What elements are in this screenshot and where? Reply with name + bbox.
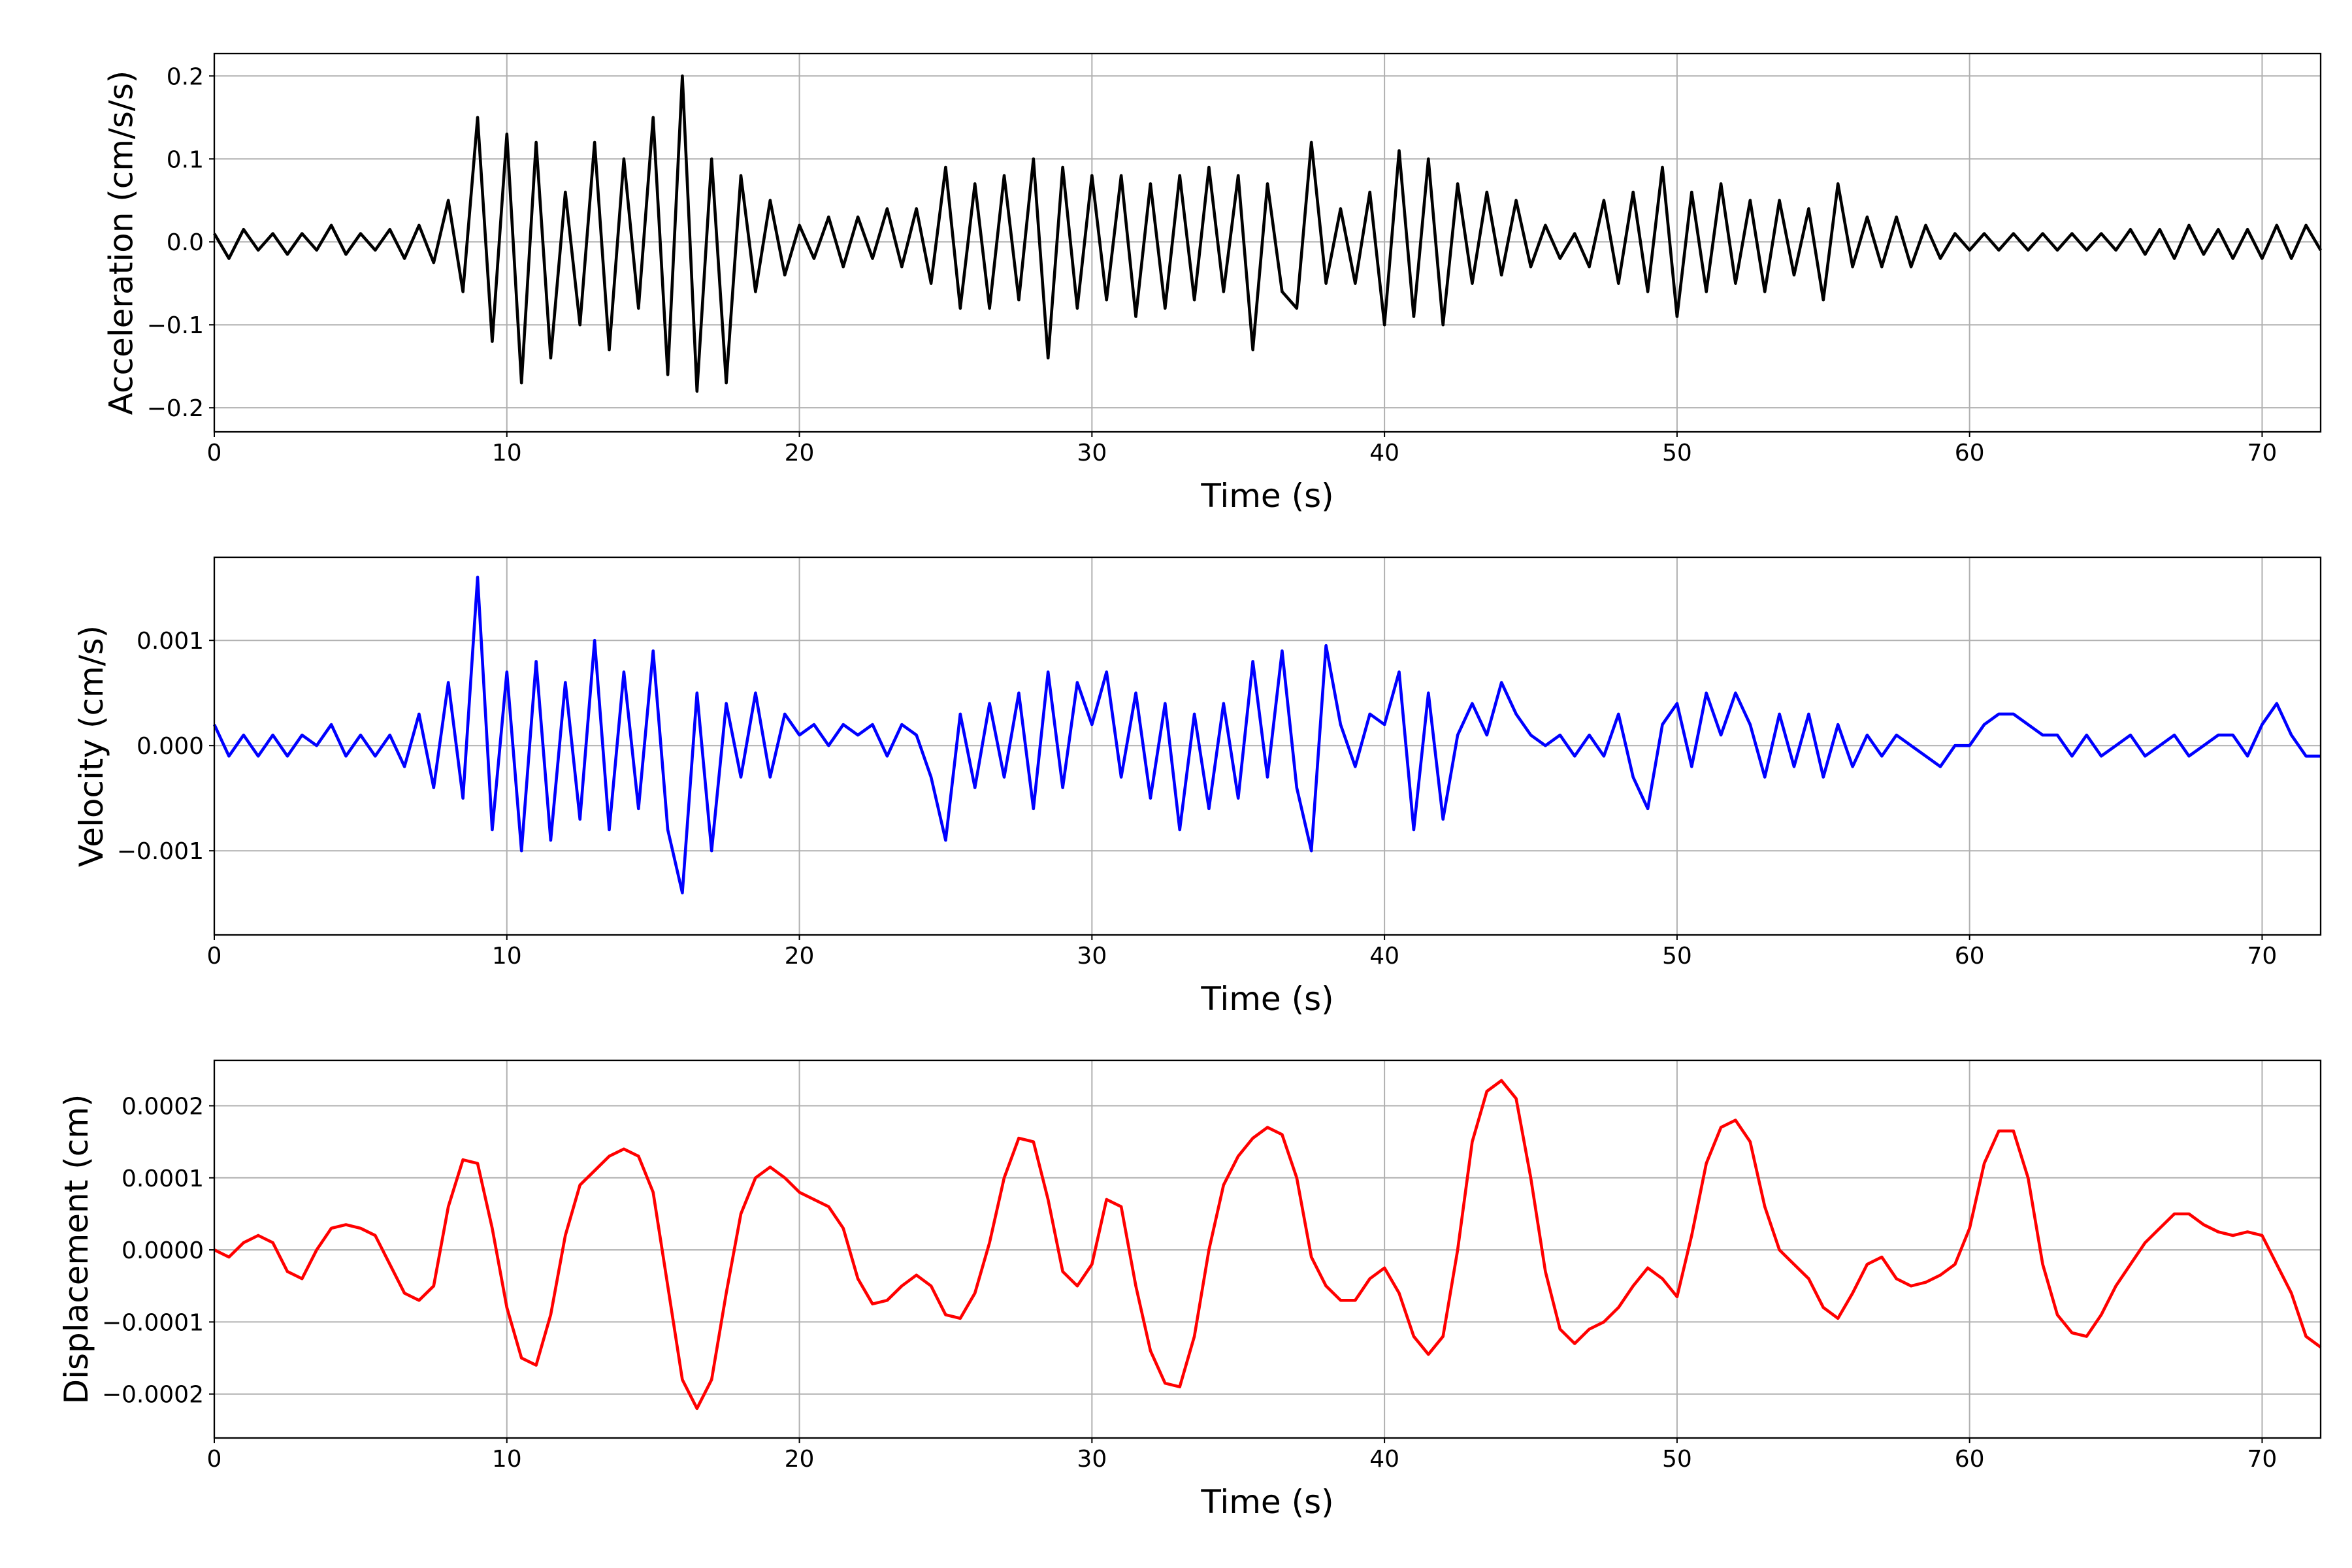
y-axis-label: Velocity (cm/s) bbox=[73, 625, 110, 867]
x-tick-label: 50 bbox=[1662, 1446, 1692, 1473]
y-tick-label: −0.2 bbox=[147, 395, 204, 422]
y-tick-label: 0.000 bbox=[137, 733, 204, 760]
x-tick-label: 30 bbox=[1077, 1446, 1107, 1473]
y-tick-label: 0.0000 bbox=[122, 1237, 204, 1264]
x-axis-label: Time (s) bbox=[1200, 980, 1333, 1018]
y-tick-label: −0.1 bbox=[147, 312, 204, 339]
x-tick-label: 20 bbox=[785, 943, 815, 970]
y-tick-label: 0.0 bbox=[167, 229, 204, 256]
x-tick-label: 20 bbox=[785, 440, 815, 466]
data-line bbox=[212, 576, 2321, 894]
subplot: 0 10 20 30 40 50 60 70 −0.001 0.000 0.001 Time (s) V… bbox=[73, 556, 2322, 1018]
data-line bbox=[213, 74, 2322, 393]
y-tick-label: −0.0002 bbox=[102, 1382, 204, 1409]
x-tick-label: 0 bbox=[207, 440, 222, 466]
x-tick-label: 70 bbox=[2247, 1446, 2278, 1473]
x-tick-label: 70 bbox=[2247, 943, 2278, 970]
x-tick-label: 70 bbox=[2247, 440, 2278, 466]
subplot: 0 10 20 30 40 50 60 70 −0.2 −0.1 0.0 0.1 0.2 Time (s)… bbox=[103, 52, 2322, 515]
x-tick-label: 10 bbox=[492, 1446, 522, 1473]
y-tick-label: 0.0001 bbox=[122, 1166, 204, 1192]
data-line bbox=[213, 1079, 2322, 1411]
x-tick-label: 30 bbox=[1077, 440, 1107, 466]
x-tick-label: 20 bbox=[785, 1446, 815, 1473]
x-tick-label: 0 bbox=[207, 1446, 222, 1473]
plot-frame bbox=[213, 1059, 2322, 1439]
plot-frame bbox=[213, 52, 2322, 433]
x-axis-label: Time (s) bbox=[1200, 477, 1333, 515]
y-axis-label: Displacement (cm) bbox=[57, 1094, 95, 1405]
x-tick-label: 40 bbox=[1369, 1446, 1399, 1473]
y-tick-label: 0.2 bbox=[167, 63, 204, 90]
y-tick-label: 0.0002 bbox=[122, 1093, 204, 1120]
x-axis-label: Time (s) bbox=[1200, 1483, 1333, 1521]
x-tick-label: 10 bbox=[492, 943, 522, 970]
x-tick-label: 60 bbox=[1955, 440, 1985, 466]
y-tick-label: 0.001 bbox=[137, 628, 204, 655]
x-tick-label: 60 bbox=[1955, 943, 1985, 970]
y-tick-label: 0.1 bbox=[167, 146, 204, 173]
y-tick-label: −0.0001 bbox=[102, 1309, 204, 1336]
x-tick-label: 60 bbox=[1955, 1446, 1985, 1473]
x-tick-label: 0 bbox=[207, 943, 222, 970]
y-tick-label: −0.001 bbox=[117, 838, 204, 865]
x-tick-label: 10 bbox=[492, 440, 522, 466]
y-axis-label: Acceleration (cm/s/s) bbox=[103, 71, 140, 416]
subplot: 0 10 20 30 40 50 60 70 −0.0002 −0.0001 0.0000 0.000… bbox=[57, 1059, 2322, 1521]
x-tick-label: 40 bbox=[1369, 440, 1399, 466]
x-tick-label: 50 bbox=[1662, 440, 1692, 466]
x-tick-label: 50 bbox=[1662, 943, 1692, 970]
x-tick-label: 30 bbox=[1077, 943, 1107, 970]
x-tick-label: 40 bbox=[1369, 943, 1399, 970]
